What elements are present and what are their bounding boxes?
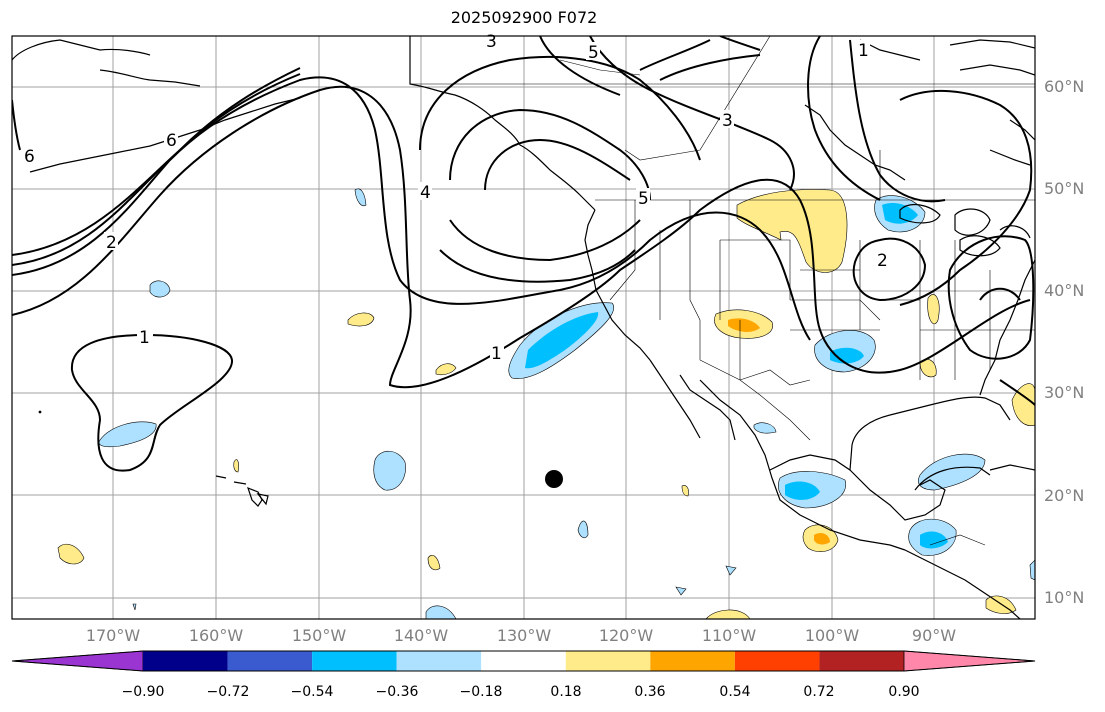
colorbar-tick-label: 0.36: [634, 684, 666, 700]
lon-label-170w: 170°W: [85, 626, 141, 645]
contour-label: 5: [588, 43, 599, 63]
colorbar-tick-label: −0.90: [121, 684, 165, 700]
colorbar-tick-label: 0.90: [888, 684, 920, 700]
lat-label-60n: 60°N: [1044, 77, 1085, 96]
contour-label: 2: [106, 233, 117, 253]
contour-label: 1: [139, 328, 150, 348]
contour-label: 1: [491, 344, 502, 364]
map-title: 2025092900 F072: [450, 8, 598, 27]
colorbar-bin: [650, 651, 735, 671]
lon-label-90w: 90°W: [911, 626, 957, 645]
colorbar-tick-label: −0.18: [459, 684, 503, 700]
colorbar-extend-low: [11, 650, 144, 672]
shaded-anomalies: [57, 188, 1035, 619]
colorbar-bin: [312, 651, 397, 671]
location-marker: [545, 470, 563, 488]
colorbar-tick-label: 0.18: [550, 684, 582, 700]
colorbar-bin: [481, 651, 566, 671]
lon-label-100w: 100°W: [804, 626, 860, 645]
contour-label: 5: [638, 189, 649, 209]
colorbar-bin: [227, 651, 313, 671]
colorbar-tick-label: 0.54: [719, 684, 751, 700]
lat-label-50n: 50°N: [1044, 179, 1085, 198]
contour-label: 1: [858, 41, 869, 61]
lon-label-160w: 160°W: [188, 626, 244, 645]
colorbar-bin: [819, 651, 904, 671]
colorbar-bin: [734, 651, 820, 671]
colorbar: [11, 650, 1036, 672]
lat-label-40n: 40°N: [1044, 281, 1085, 300]
colorbar-tick-label: −0.72: [206, 684, 250, 700]
lon-label-120w: 120°W: [598, 626, 654, 645]
lon-label-130w: 130°W: [496, 626, 552, 645]
lon-label-140w: 140°W: [393, 626, 449, 645]
lon-label-150w: 150°W: [291, 626, 347, 645]
colorbar-bin: [396, 651, 482, 671]
contour-label: 6: [166, 131, 177, 151]
contour-lines: [12, 36, 1035, 472]
lat-label-30n: 30°N: [1044, 383, 1085, 402]
colorbar-tick-label: −0.36: [375, 684, 419, 700]
lat-label-20n: 20°N: [1044, 486, 1085, 505]
contour-label: 4: [420, 183, 431, 203]
colorbar-bin: [565, 651, 651, 671]
contour-label: 3: [486, 32, 497, 52]
contour-label: 2: [877, 251, 888, 271]
colorbar-tick-label: 0.72: [803, 684, 835, 700]
colorbar-bin: [143, 651, 228, 671]
lon-label-110w: 110°W: [701, 626, 757, 645]
map-frame: [11, 35, 1036, 620]
political-borders: [410, 36, 1035, 546]
lat-label-10n: 10°N: [1044, 588, 1085, 607]
contour-label-group: 1 1 1 2 2 3 3 4 5 5 6 6: [22, 32, 890, 364]
colorbar-extend-high: [903, 650, 1036, 672]
contour-label: 3: [722, 111, 733, 131]
colorbar-tick-label: −0.54: [290, 684, 334, 700]
contour-label: 6: [24, 147, 35, 167]
